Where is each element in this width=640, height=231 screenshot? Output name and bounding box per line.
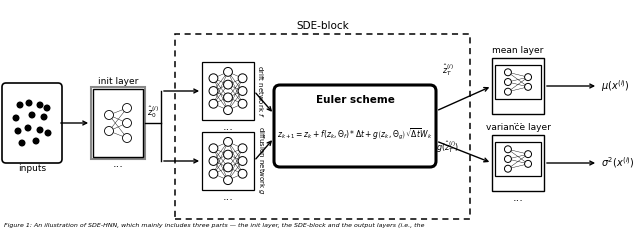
Circle shape bbox=[223, 67, 232, 76]
Circle shape bbox=[238, 157, 247, 165]
Text: SDE-block: SDE-block bbox=[296, 21, 349, 31]
Circle shape bbox=[504, 88, 511, 95]
Text: ...: ... bbox=[223, 192, 234, 202]
Circle shape bbox=[209, 99, 218, 108]
Circle shape bbox=[525, 74, 532, 81]
Text: $\sigma^2(x^{(i)})$: $\sigma^2(x^{(i)})$ bbox=[601, 156, 635, 170]
Circle shape bbox=[223, 137, 232, 146]
Circle shape bbox=[37, 102, 43, 108]
Circle shape bbox=[41, 114, 47, 120]
Circle shape bbox=[209, 169, 218, 178]
Text: ...: ... bbox=[513, 116, 524, 126]
FancyBboxPatch shape bbox=[495, 65, 541, 99]
Circle shape bbox=[223, 106, 232, 115]
Circle shape bbox=[29, 112, 35, 118]
Circle shape bbox=[504, 69, 511, 76]
Circle shape bbox=[504, 165, 511, 172]
Text: mean layer: mean layer bbox=[492, 46, 544, 55]
Circle shape bbox=[238, 144, 247, 153]
Circle shape bbox=[209, 144, 218, 153]
Circle shape bbox=[122, 119, 131, 128]
Circle shape bbox=[104, 127, 113, 136]
Text: Euler scheme: Euler scheme bbox=[316, 95, 394, 105]
FancyBboxPatch shape bbox=[202, 62, 254, 120]
Circle shape bbox=[238, 99, 247, 108]
Circle shape bbox=[238, 169, 247, 178]
Circle shape bbox=[223, 176, 232, 185]
Circle shape bbox=[104, 110, 113, 119]
Text: inputs: inputs bbox=[18, 164, 46, 173]
Circle shape bbox=[15, 128, 20, 134]
Circle shape bbox=[504, 79, 511, 85]
Circle shape bbox=[19, 140, 25, 146]
Circle shape bbox=[525, 160, 532, 167]
Circle shape bbox=[122, 103, 131, 112]
Circle shape bbox=[209, 74, 218, 83]
Circle shape bbox=[209, 157, 218, 165]
Text: $z_{k+1} = z_k + f\left(z_k, \Theta_f\right) * \Delta t + g\left(z_k, \Theta_g\r: $z_{k+1} = z_k + f\left(z_k, \Theta_f\ri… bbox=[277, 126, 433, 142]
Text: ...: ... bbox=[513, 193, 524, 203]
Text: variance layer: variance layer bbox=[486, 123, 550, 132]
Text: ...: ... bbox=[113, 159, 124, 169]
Circle shape bbox=[238, 87, 247, 95]
Circle shape bbox=[44, 105, 50, 111]
Circle shape bbox=[209, 87, 218, 95]
Circle shape bbox=[504, 146, 511, 153]
FancyBboxPatch shape bbox=[492, 58, 544, 114]
Circle shape bbox=[223, 150, 232, 159]
Text: Figure 1: An illustration of SDE-HNN, which mainly includes three parts — the in: Figure 1: An illustration of SDE-HNN, wh… bbox=[4, 223, 424, 228]
Circle shape bbox=[223, 80, 232, 89]
FancyBboxPatch shape bbox=[93, 89, 143, 157]
Circle shape bbox=[504, 155, 511, 162]
Text: init layer: init layer bbox=[98, 77, 138, 86]
FancyBboxPatch shape bbox=[91, 87, 145, 159]
FancyBboxPatch shape bbox=[492, 135, 544, 191]
Circle shape bbox=[122, 134, 131, 143]
Circle shape bbox=[45, 130, 51, 136]
FancyBboxPatch shape bbox=[274, 85, 436, 167]
Text: $g(\hat{z}_T^{(i)})$: $g(\hat{z}_T^{(i)})$ bbox=[436, 140, 460, 155]
Circle shape bbox=[238, 74, 247, 83]
FancyBboxPatch shape bbox=[2, 83, 62, 163]
Text: $\mu(x^{(i)})$: $\mu(x^{(i)})$ bbox=[601, 78, 630, 94]
Circle shape bbox=[33, 138, 39, 144]
Circle shape bbox=[13, 115, 19, 121]
Text: drift network $f$: drift network $f$ bbox=[256, 65, 265, 117]
Circle shape bbox=[25, 125, 31, 131]
Circle shape bbox=[17, 102, 23, 108]
Circle shape bbox=[525, 151, 532, 158]
Text: diffusion network $g$: diffusion network $g$ bbox=[256, 126, 266, 196]
FancyBboxPatch shape bbox=[495, 142, 541, 176]
Text: $\hat{z}_0^{(i)}$: $\hat{z}_0^{(i)}$ bbox=[147, 104, 159, 120]
Circle shape bbox=[223, 163, 232, 172]
Circle shape bbox=[223, 93, 232, 102]
FancyBboxPatch shape bbox=[202, 132, 254, 190]
Circle shape bbox=[26, 100, 32, 106]
Circle shape bbox=[37, 127, 43, 133]
Text: $\hat{z}_T^{(i)}$: $\hat{z}_T^{(i)}$ bbox=[442, 63, 454, 78]
Text: ...: ... bbox=[223, 122, 234, 132]
Circle shape bbox=[525, 83, 532, 90]
